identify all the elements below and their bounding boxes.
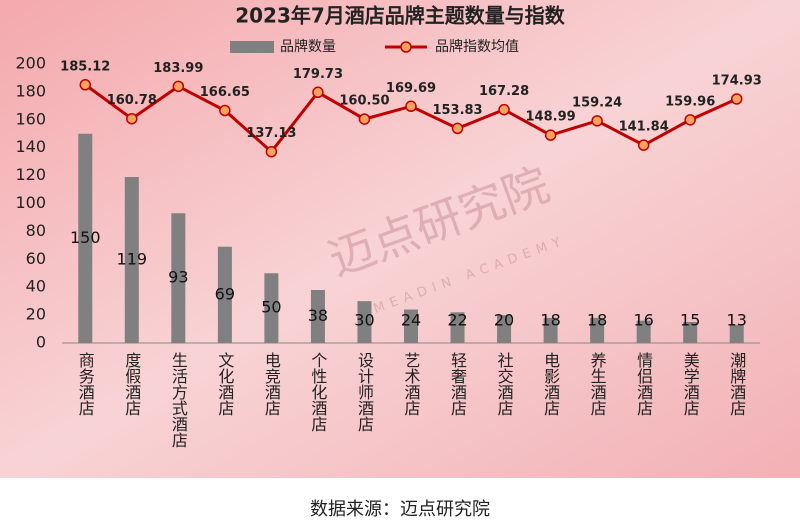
line-value-label: 183.99 — [153, 61, 203, 76]
x-tick-label: 艺术酒店 — [402, 352, 421, 416]
x-tick-label: 文化酒店 — [215, 352, 234, 416]
x-tick-label: 设计师酒店 — [355, 352, 374, 432]
line-value-label: 159.24 — [572, 95, 622, 110]
bar-value-label: 69 — [215, 284, 235, 303]
line-marker — [126, 112, 138, 125]
line-value-label: 153.83 — [432, 103, 482, 118]
line-value-label: 160.78 — [107, 93, 157, 108]
line-marker — [684, 114, 696, 126]
y-tick-label: 0 — [36, 333, 46, 352]
y-tick-label: 40 — [26, 277, 46, 296]
line-value-label: 179.73 — [293, 67, 343, 82]
y-tick-label: 60 — [26, 249, 46, 268]
y-tick-label: 180 — [15, 81, 46, 100]
line-marker — [637, 139, 650, 151]
legend-label: 品牌数量 — [280, 38, 336, 55]
line-marker — [591, 115, 603, 127]
bar — [171, 213, 186, 343]
footer-bg — [0, 478, 800, 528]
line-value-label: 160.50 — [339, 94, 389, 109]
line-value-label: 185.12 — [60, 59, 110, 74]
line-marker — [265, 145, 278, 158]
x-tick-label: 潮牌酒店 — [727, 352, 746, 416]
line-marker — [451, 122, 464, 135]
y-tick-label: 160 — [15, 109, 46, 128]
bar-value-label: 20 — [494, 311, 514, 330]
bar-value-label: 22 — [447, 311, 467, 330]
bar — [357, 301, 372, 343]
line-value-label: 148.99 — [526, 110, 576, 125]
bar — [497, 315, 512, 343]
line-marker — [312, 86, 324, 99]
bar — [683, 322, 698, 343]
bar — [543, 317, 558, 343]
line-value-label: 174.93 — [712, 73, 762, 88]
legend-label: 品牌指数均值 — [435, 38, 519, 55]
bar-value-label: 50 — [261, 298, 281, 317]
bar — [124, 176, 139, 343]
x-tick-label: 轻奢酒店 — [448, 352, 467, 416]
x-tick-label: 生活方式酒店 — [169, 352, 188, 448]
bar — [404, 309, 418, 343]
legend-marker — [400, 41, 412, 53]
line-marker — [730, 93, 743, 105]
line-marker — [405, 100, 417, 113]
bar-value-label: 24 — [401, 311, 421, 330]
y-tick-label: 120 — [15, 165, 46, 184]
bar — [310, 289, 325, 343]
x-tick-label: 情侣酒店 — [634, 352, 653, 416]
line-marker — [219, 104, 231, 117]
bar-value-label: 18 — [540, 311, 560, 330]
y-tick-label: 140 — [15, 137, 46, 156]
line-value-label: 166.65 — [200, 85, 250, 100]
line-marker — [358, 113, 371, 125]
bar-value-label: 30 — [354, 311, 374, 330]
bar-value-label: 150 — [70, 228, 101, 247]
y-tick-label: 200 — [15, 54, 46, 73]
bar — [729, 324, 744, 343]
y-tick-label: 20 — [26, 305, 46, 324]
line-marker — [498, 103, 510, 116]
bar — [78, 133, 93, 343]
line-marker — [544, 129, 557, 141]
x-tick-label: 电影酒店 — [541, 352, 560, 416]
bar-value-label: 15 — [680, 311, 700, 330]
bar-value-label: 119 — [117, 249, 148, 268]
y-tick-label: 80 — [26, 221, 46, 240]
bar — [264, 273, 279, 343]
line-marker — [79, 79, 92, 91]
bar-value-label: 93 — [168, 268, 188, 287]
source-note: 数据来源：迈点研究院 — [310, 499, 490, 520]
line-value-label: 169.69 — [386, 81, 436, 96]
legend-swatch — [230, 41, 274, 53]
x-tick-label: 美学酒店 — [681, 352, 700, 416]
y-tick-label: 100 — [15, 193, 46, 212]
x-tick-label: 度假酒店 — [122, 352, 141, 416]
x-tick-label: 个性化酒店 — [308, 352, 327, 432]
x-tick-label: 社交酒店 — [495, 352, 514, 416]
bar-value-label: 38 — [308, 306, 328, 325]
line-value-label: 159.96 — [665, 94, 715, 109]
x-tick-label: 商务酒店 — [76, 352, 95, 416]
line-value-label: 141.84 — [619, 120, 669, 135]
line-value-label: 167.28 — [479, 84, 529, 99]
line-value-label: 137.13 — [246, 126, 296, 141]
bar-value-label: 13 — [727, 311, 747, 330]
bar — [636, 320, 651, 343]
x-tick-label: 养生酒店 — [588, 352, 607, 416]
bar — [217, 246, 232, 343]
x-tick-label: 电竞酒店 — [262, 352, 281, 416]
bar — [590, 317, 605, 343]
line-marker — [172, 80, 185, 93]
bar — [450, 312, 465, 343]
bar-value-label: 16 — [633, 311, 653, 330]
chart-title: 2023年7月酒店品牌主题数量与指数 — [235, 4, 566, 28]
bar-value-label: 18 — [587, 311, 607, 330]
